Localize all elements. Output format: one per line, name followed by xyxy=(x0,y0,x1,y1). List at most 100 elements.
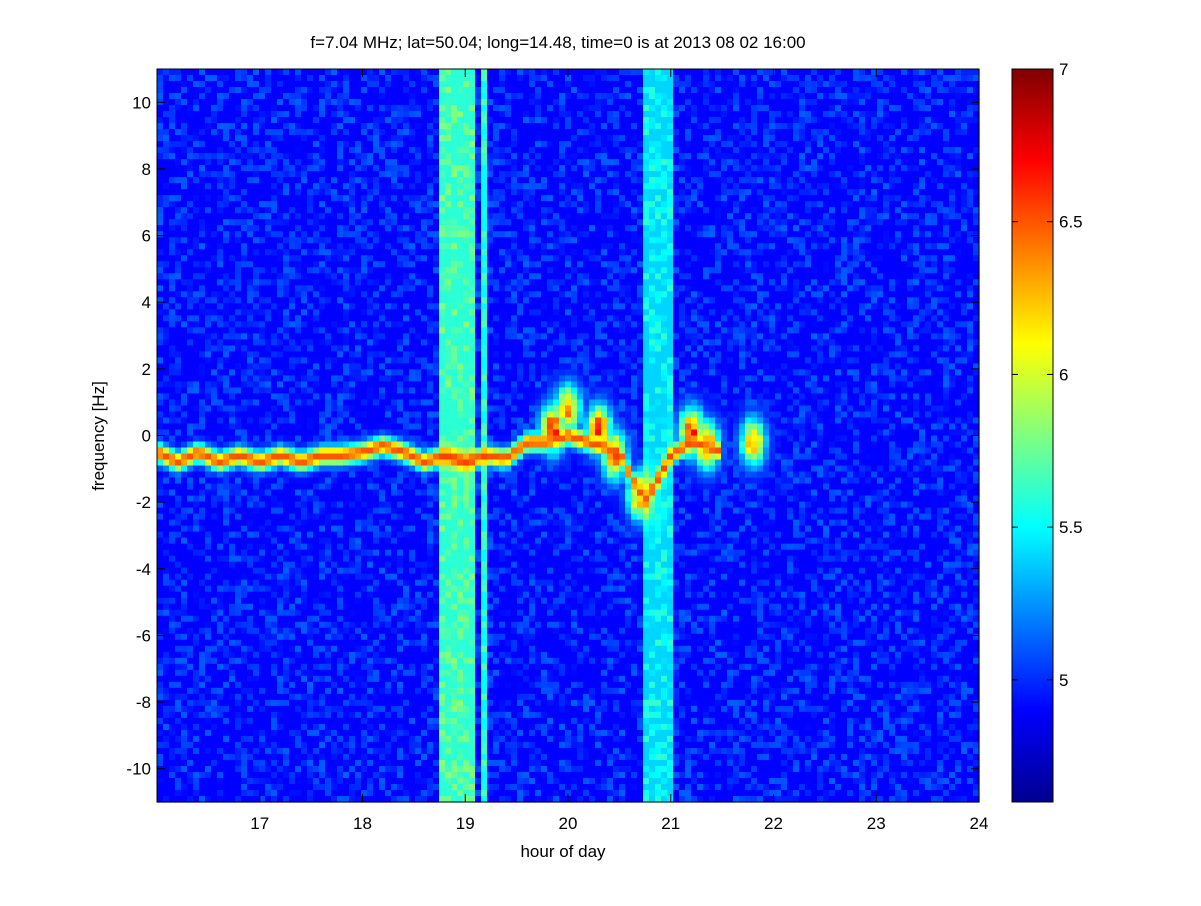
heatmap-cell xyxy=(229,147,236,154)
heatmap-cell xyxy=(391,231,398,238)
heatmap-cell xyxy=(223,375,230,383)
heatmap-cell xyxy=(199,597,206,605)
heatmap-cell xyxy=(283,69,290,76)
heatmap-cell xyxy=(337,729,344,737)
heatmap-cell xyxy=(295,339,302,346)
heatmap-cell xyxy=(307,453,314,461)
heatmap-cell xyxy=(289,225,296,232)
heatmap-cell xyxy=(241,699,248,707)
heatmap-cell xyxy=(319,489,326,497)
heatmap-cell xyxy=(283,465,290,473)
heatmap-cell xyxy=(199,645,206,653)
heatmap-cell xyxy=(391,393,398,401)
heatmap-cell xyxy=(373,681,380,689)
heatmap-cell xyxy=(367,381,374,389)
heatmap-cell xyxy=(367,363,374,371)
heatmap-cell xyxy=(313,243,320,250)
heatmap-cell xyxy=(391,477,398,485)
heatmap-cell xyxy=(397,639,404,647)
heatmap-cell xyxy=(223,81,230,88)
heatmap-cell xyxy=(247,381,254,389)
heatmap-cell xyxy=(175,513,182,521)
heatmap-cell xyxy=(337,513,344,521)
heatmap-cell xyxy=(343,699,350,707)
heatmap-cell xyxy=(235,549,242,557)
heatmap-cell xyxy=(181,477,188,485)
heatmap-cell xyxy=(223,459,230,467)
heatmap-cell xyxy=(259,789,266,797)
heatmap-cell xyxy=(181,693,188,701)
heatmap-cell xyxy=(385,717,392,725)
heatmap-cell xyxy=(355,291,362,298)
heatmap-cell xyxy=(337,87,344,94)
heatmap-cell xyxy=(187,657,194,665)
heatmap-cell xyxy=(169,795,176,803)
heatmap-cell xyxy=(181,93,188,100)
heatmap-cell xyxy=(175,387,182,395)
heatmap-cell xyxy=(337,525,344,533)
heatmap-cell xyxy=(187,231,194,238)
heatmap-cell xyxy=(319,249,326,256)
heatmap-cell xyxy=(349,309,356,316)
heatmap-cell xyxy=(349,381,356,389)
heatmap-cell xyxy=(169,729,176,737)
heatmap-cell xyxy=(199,351,206,358)
heatmap-cell xyxy=(229,69,236,76)
heatmap-cell xyxy=(325,759,332,767)
heatmap-cell xyxy=(361,771,368,779)
heatmap-cell xyxy=(397,105,404,112)
heatmap-cell xyxy=(307,657,314,665)
heatmap-cell xyxy=(223,129,230,136)
heatmap-cell xyxy=(169,189,176,196)
heatmap-cell xyxy=(385,345,392,352)
heatmap-cell xyxy=(385,543,392,551)
heatmap-cell xyxy=(355,339,362,346)
heatmap-cell xyxy=(157,273,164,280)
heatmap-cell xyxy=(277,531,284,539)
heatmap-cell xyxy=(277,261,284,268)
heatmap-cell xyxy=(247,567,254,575)
heatmap-cell xyxy=(331,657,338,665)
heatmap-cell xyxy=(193,651,200,659)
heatmap-cell xyxy=(163,207,170,214)
heatmap-cell xyxy=(301,105,308,112)
heatmap-cell xyxy=(367,297,374,304)
heatmap-cell xyxy=(397,213,404,220)
heatmap-cell xyxy=(397,303,404,310)
heatmap-cell xyxy=(265,639,272,647)
heatmap-cell xyxy=(205,417,212,425)
heatmap-cell xyxy=(313,177,320,184)
heatmap-cell xyxy=(241,435,248,443)
heatmap-cell xyxy=(235,411,242,419)
heatmap-cell xyxy=(385,633,392,641)
heatmap-cell xyxy=(265,711,272,719)
heatmap-cell xyxy=(355,195,362,202)
heatmap-cell xyxy=(271,381,278,389)
heatmap-cell xyxy=(379,111,386,118)
heatmap-cell xyxy=(241,681,248,689)
heatmap-cell xyxy=(169,351,176,358)
heatmap-cell xyxy=(211,351,218,358)
heatmap-cell xyxy=(289,399,296,407)
heatmap-cell xyxy=(283,405,290,413)
heatmap-cell xyxy=(367,771,374,779)
heatmap-cell xyxy=(295,765,302,773)
heatmap-cell xyxy=(169,411,176,419)
heatmap-cell xyxy=(163,717,170,725)
heatmap-cell xyxy=(385,603,392,611)
heatmap-cell xyxy=(217,513,224,521)
heatmap-cell xyxy=(295,603,302,611)
heatmap-cell xyxy=(289,75,296,82)
heatmap-cell xyxy=(253,759,260,767)
heatmap-cell xyxy=(361,213,368,220)
heatmap-cell xyxy=(349,471,356,479)
heatmap-cell xyxy=(217,357,224,364)
heatmap-cell xyxy=(307,477,314,485)
heatmap-cell xyxy=(247,639,254,647)
heatmap-cell xyxy=(325,615,332,623)
heatmap-cell xyxy=(253,123,260,130)
heatmap-cell xyxy=(205,375,212,383)
heatmap-cell xyxy=(253,621,260,629)
heatmap-cell xyxy=(355,135,362,142)
heatmap-cell xyxy=(229,567,236,575)
